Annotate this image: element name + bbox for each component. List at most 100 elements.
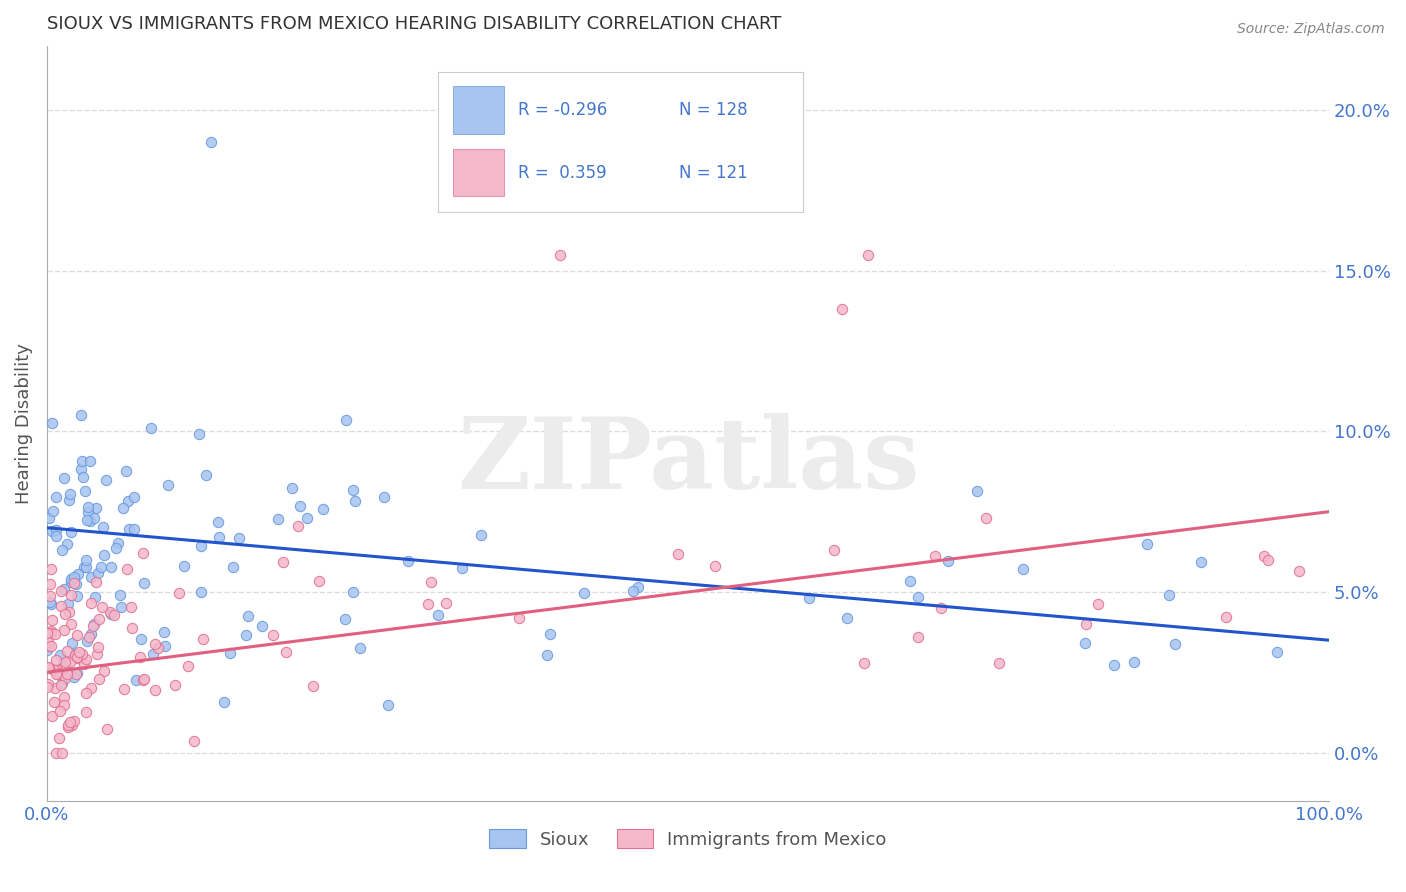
Point xyxy=(548,247,571,261)
Point xyxy=(59,573,82,587)
Point xyxy=(974,511,997,525)
Point xyxy=(63,670,86,684)
Point xyxy=(100,607,122,622)
Point xyxy=(112,501,135,516)
Point xyxy=(37,659,59,673)
Point xyxy=(52,582,75,596)
Point xyxy=(287,518,309,533)
Point xyxy=(373,491,395,505)
Point xyxy=(228,531,250,545)
Point xyxy=(79,454,101,468)
Point xyxy=(396,553,419,567)
Point xyxy=(45,523,67,537)
Point xyxy=(312,501,335,516)
Point xyxy=(96,722,118,736)
Point xyxy=(222,560,245,574)
Point xyxy=(37,625,59,640)
Point xyxy=(55,660,77,674)
Point xyxy=(41,416,63,430)
Point xyxy=(190,585,212,599)
Point xyxy=(37,625,59,640)
Point xyxy=(49,599,72,614)
Point xyxy=(1122,655,1144,669)
Point xyxy=(35,642,58,657)
Point xyxy=(59,617,82,632)
Point xyxy=(49,678,72,692)
Point xyxy=(572,586,595,600)
Point xyxy=(90,560,112,574)
Point xyxy=(45,653,67,667)
Point xyxy=(39,562,62,576)
Point xyxy=(83,511,105,525)
Point xyxy=(191,632,214,646)
Point xyxy=(274,645,297,659)
Point xyxy=(250,619,273,633)
Point xyxy=(59,714,82,729)
Point xyxy=(377,698,399,712)
Point xyxy=(177,658,200,673)
Point xyxy=(59,487,82,501)
Point xyxy=(1257,553,1279,567)
Point xyxy=(45,746,67,760)
Point xyxy=(1253,549,1275,564)
Point xyxy=(143,637,166,651)
Point xyxy=(83,590,105,604)
Point xyxy=(143,682,166,697)
Point xyxy=(72,470,94,484)
Point xyxy=(39,589,62,603)
Point xyxy=(856,247,879,261)
Point xyxy=(37,511,59,525)
Point xyxy=(342,585,364,599)
Point xyxy=(236,609,259,624)
Point xyxy=(45,667,67,681)
Point xyxy=(65,576,87,591)
Point xyxy=(627,580,650,594)
Point xyxy=(75,553,97,567)
Point xyxy=(80,681,103,695)
Point xyxy=(84,574,107,589)
Point xyxy=(536,648,558,662)
Point xyxy=(56,720,79,734)
Point xyxy=(39,595,62,609)
Point xyxy=(117,493,139,508)
Point xyxy=(48,731,70,745)
Point xyxy=(72,648,94,662)
Point xyxy=(53,655,76,669)
Point xyxy=(129,632,152,646)
Point xyxy=(907,630,929,644)
Point xyxy=(60,718,83,732)
Point xyxy=(76,512,98,526)
Point xyxy=(55,644,77,658)
Point xyxy=(1265,645,1288,659)
Point xyxy=(308,574,330,588)
Point xyxy=(142,647,165,661)
Point xyxy=(44,627,66,641)
Point xyxy=(37,680,59,694)
Point xyxy=(212,695,235,709)
Point xyxy=(207,515,229,529)
Point xyxy=(427,608,450,623)
Point xyxy=(98,606,121,620)
Point xyxy=(80,627,103,641)
Point xyxy=(63,648,86,662)
Point xyxy=(666,547,689,561)
Point xyxy=(65,628,87,642)
Point xyxy=(77,505,100,519)
Point xyxy=(93,520,115,534)
Point xyxy=(70,454,93,468)
Point xyxy=(208,530,231,544)
Point xyxy=(75,686,97,700)
Point xyxy=(103,608,125,623)
Point xyxy=(122,490,145,504)
Point xyxy=(56,667,79,681)
Point xyxy=(1012,562,1035,576)
Point xyxy=(53,607,76,622)
Point xyxy=(87,640,110,655)
Point xyxy=(301,679,323,693)
Point xyxy=(82,619,104,633)
Point xyxy=(79,514,101,528)
Point xyxy=(51,543,73,558)
Point xyxy=(58,718,80,732)
Point xyxy=(58,493,80,508)
Point xyxy=(235,627,257,641)
